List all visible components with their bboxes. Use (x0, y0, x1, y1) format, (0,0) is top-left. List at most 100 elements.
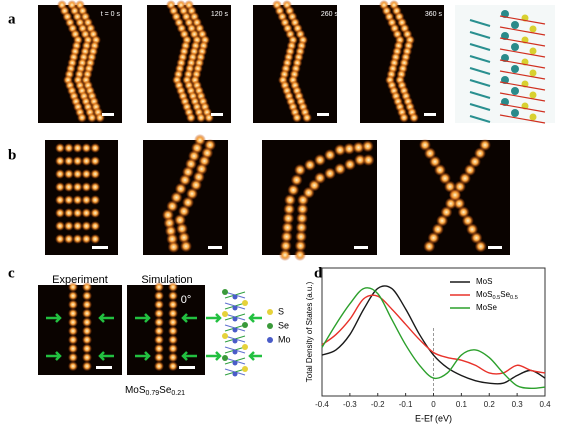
atom-blob (168, 308, 178, 319)
atom-blob (280, 230, 293, 243)
atom-blob (72, 195, 83, 205)
atom (222, 333, 228, 339)
atom-blob (409, 112, 419, 123)
series-line (321, 287, 546, 390)
atom-blob (72, 234, 83, 244)
bond (499, 15, 546, 25)
atom-blob (72, 143, 83, 153)
atom (222, 289, 228, 295)
atom-blob (287, 184, 300, 196)
atom-label: Mo (278, 334, 291, 344)
atom-blob (154, 334, 164, 345)
atom (232, 349, 238, 355)
atom-blob (82, 343, 92, 354)
atom (511, 65, 519, 73)
x-tick-label: 0.1 (456, 400, 468, 409)
bond (499, 70, 546, 80)
bond (469, 91, 491, 99)
atom-blob (68, 308, 78, 319)
atom-blob (154, 290, 164, 301)
atom (511, 109, 519, 117)
atom-blob (63, 195, 74, 205)
atom-label: Se (278, 320, 289, 330)
atom (232, 305, 238, 311)
atom-blob (81, 234, 92, 244)
atom-blob (295, 230, 307, 243)
atom-blob (154, 352, 164, 363)
bond (499, 59, 546, 69)
atom-blob (334, 144, 346, 156)
atom-blob (82, 317, 92, 328)
series-line (321, 285, 546, 385)
atom (222, 355, 228, 361)
atom-blob (296, 212, 308, 225)
atom-blob (168, 299, 178, 310)
atom-blob (294, 249, 306, 261)
atom-blob (63, 182, 74, 192)
atom-blob (82, 361, 92, 372)
atom-blob (90, 156, 101, 166)
atom-blob (474, 240, 487, 253)
atom-blob (343, 142, 356, 155)
legend-label: MoSe (476, 303, 497, 312)
atom-label: S (278, 306, 284, 316)
atom (232, 360, 238, 366)
atom-blob (186, 112, 196, 123)
atom-blob (168, 343, 178, 354)
atom-blob (361, 140, 374, 153)
atom (529, 69, 537, 77)
atom-blob (154, 308, 164, 319)
atom-blob (55, 208, 65, 218)
micrograph (38, 285, 122, 375)
atom-blob (154, 361, 164, 372)
header: Simulation (141, 274, 192, 286)
atom-blob (81, 156, 92, 166)
arrow (248, 313, 262, 323)
bond (499, 26, 546, 36)
panel-label: d (314, 265, 323, 281)
atom (232, 294, 238, 300)
arrow (135, 351, 151, 361)
bond (499, 114, 546, 124)
atom-blob (294, 239, 307, 252)
atom (511, 43, 519, 51)
atom-blob (55, 143, 65, 153)
atom-blob (63, 234, 74, 244)
atom-blob (168, 334, 178, 345)
atom (232, 316, 238, 322)
atom-blob (354, 154, 366, 166)
atom-blob (284, 194, 296, 206)
bond (469, 43, 491, 51)
atom (242, 344, 248, 350)
marker-label: 1 (30, 312, 36, 324)
legend-label: MoS (476, 277, 492, 286)
atom-blob (304, 159, 316, 171)
x-axis-label: E-Ef (eV) (415, 413, 452, 423)
atom-blob (55, 182, 65, 192)
atom-blob (294, 164, 306, 176)
atom-blob (68, 352, 78, 363)
bond (499, 48, 546, 58)
atom (529, 113, 537, 121)
time-label: t = 0 s (101, 11, 121, 18)
atom-blob (399, 112, 409, 123)
panel-label: a (8, 11, 16, 27)
scale-bar (96, 366, 112, 369)
scale-bar (92, 246, 108, 249)
atom-blob (68, 326, 78, 336)
time-label: 120 s (211, 11, 229, 18)
series-line (321, 294, 546, 375)
atom (242, 322, 248, 328)
atom-blob (362, 154, 375, 166)
bond (469, 115, 491, 123)
atom-blob (90, 169, 101, 179)
atom-blob (90, 234, 101, 244)
bond (469, 79, 491, 87)
atom-blob (154, 343, 164, 354)
atom-blob (168, 317, 178, 328)
atom-blob (168, 326, 178, 336)
atom-blob (72, 182, 83, 192)
x-tick-label: 0 (431, 400, 436, 409)
atom-blob (68, 317, 78, 328)
atom-blob (334, 163, 346, 175)
